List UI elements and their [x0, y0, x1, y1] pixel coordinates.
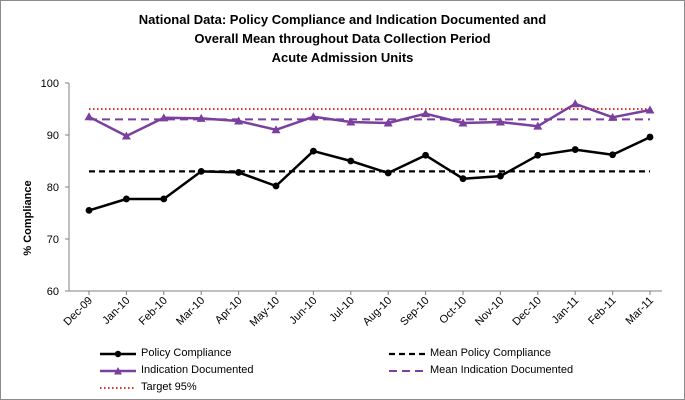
chart-title-line-3: Acute Admission Units	[271, 50, 414, 65]
x-tick-label-jan-10: Jan-10	[100, 295, 132, 327]
y-tick-label: 70	[47, 234, 59, 246]
data-point-policy-compliance-may-10	[272, 182, 280, 190]
data-point-indication-documented-sep-10	[421, 109, 431, 118]
x-axis: Dec-09 Jan-10 Feb-10 Mar-10 Apr-10 May-10 Jun-…	[62, 290, 662, 329]
data-point-policy-compliance-apr-10	[235, 169, 243, 176]
data-point-indication-documented-mar-11	[645, 105, 655, 114]
x-tick-label-aug-10: Aug-10	[361, 295, 395, 329]
reference-lines	[89, 108, 650, 173]
data-point-policy-compliance-dec-10	[534, 151, 542, 159]
data-point-indication-documented-apr-10	[234, 116, 244, 125]
data-point-policy-compliance-nov-10	[497, 172, 504, 180]
x-tick-label-jan-11: Jan-11	[550, 295, 582, 327]
x-tick-label-sep-10: Sep-10	[398, 295, 432, 329]
data-point-policy-compliance-sep-10	[422, 151, 429, 159]
x-tick-label-dec-09: Dec-09	[62, 295, 96, 329]
data-point-indication-documented-oct-10	[458, 118, 468, 127]
chart-title-line-1: National Data: Policy Compliance and Ind…	[138, 12, 547, 27]
data-point-policy-compliance-jun-10	[310, 147, 317, 155]
x-tick-label-jun-10: Jun-10	[287, 295, 319, 327]
data-point-indication-documented-aug-10	[383, 118, 393, 127]
data-point-policy-compliance-oct-10	[459, 175, 467, 183]
y-axis-label: % Compliance	[22, 180, 34, 255]
y-tick-label: 100	[41, 78, 59, 90]
x-tick-label-oct-10: Oct-10	[437, 295, 469, 327]
data-point-indication-documented-dec-09	[84, 112, 94, 121]
x-tick-label-mar-10: Mar-10	[174, 295, 207, 328]
data-point-policy-compliance-jan-11	[571, 146, 579, 153]
y-tick-label: 80	[47, 182, 59, 194]
data-point-indication-documented-feb-10	[159, 113, 169, 122]
data-point-indication-documented-feb-11	[608, 112, 618, 121]
data-point-policy-compliance-jan-10	[123, 195, 130, 203]
chart-title: National Data: Policy Compliance and Ind…	[0, 10, 685, 67]
chart-title-line-2: Overall Mean throughout Data Collection …	[194, 31, 491, 46]
y-tick-label: 90	[47, 130, 59, 142]
data-point-policy-compliance-feb-11	[609, 151, 616, 159]
series-line-indication-documented	[88, 102, 651, 138]
data-point-indication-documented-jul-10	[346, 117, 356, 126]
data-point-policy-compliance-jul-10	[347, 157, 355, 165]
data-point-policy-compliance-aug-10	[384, 169, 392, 177]
x-tick-label-feb-10: Feb-10	[137, 295, 170, 328]
x-tick-label-mar-11: Mar-11	[624, 295, 657, 328]
y-tick-label: 60	[47, 286, 59, 298]
x-tick-label-may-10: May-10	[248, 295, 282, 329]
data-series	[84, 99, 655, 214]
data-point-policy-compliance-mar-10	[197, 168, 205, 175]
data-point-indication-documented-nov-10	[495, 117, 505, 126]
y-axis: 60 70 80 90 100	[41, 78, 70, 298]
data-point-indication-documented-may-10	[271, 125, 281, 134]
x-tick-label-jul-10: Jul-10	[327, 295, 357, 325]
data-point-indication-documented-dec-10	[533, 121, 543, 130]
data-point-policy-compliance-feb-10	[160, 195, 168, 203]
data-point-policy-compliance-dec-09	[85, 207, 93, 214]
data-point-indication-documented-jan-11	[570, 99, 580, 108]
x-tick-label-feb-11: Feb-11	[586, 295, 619, 328]
data-point-indication-documented-mar-10	[196, 113, 206, 122]
data-point-indication-documented-jan-10	[121, 131, 131, 140]
x-tick-label-apr-10: Apr-10	[213, 295, 245, 327]
x-tick-label-dec-10: Dec-10	[510, 295, 544, 329]
series-line-policy-compliance	[88, 135, 651, 212]
x-tick-label-nov-10: Nov-10	[473, 295, 507, 329]
data-point-indication-documented-jun-10	[308, 112, 318, 121]
data-point-policy-compliance-mar-11	[646, 133, 654, 141]
